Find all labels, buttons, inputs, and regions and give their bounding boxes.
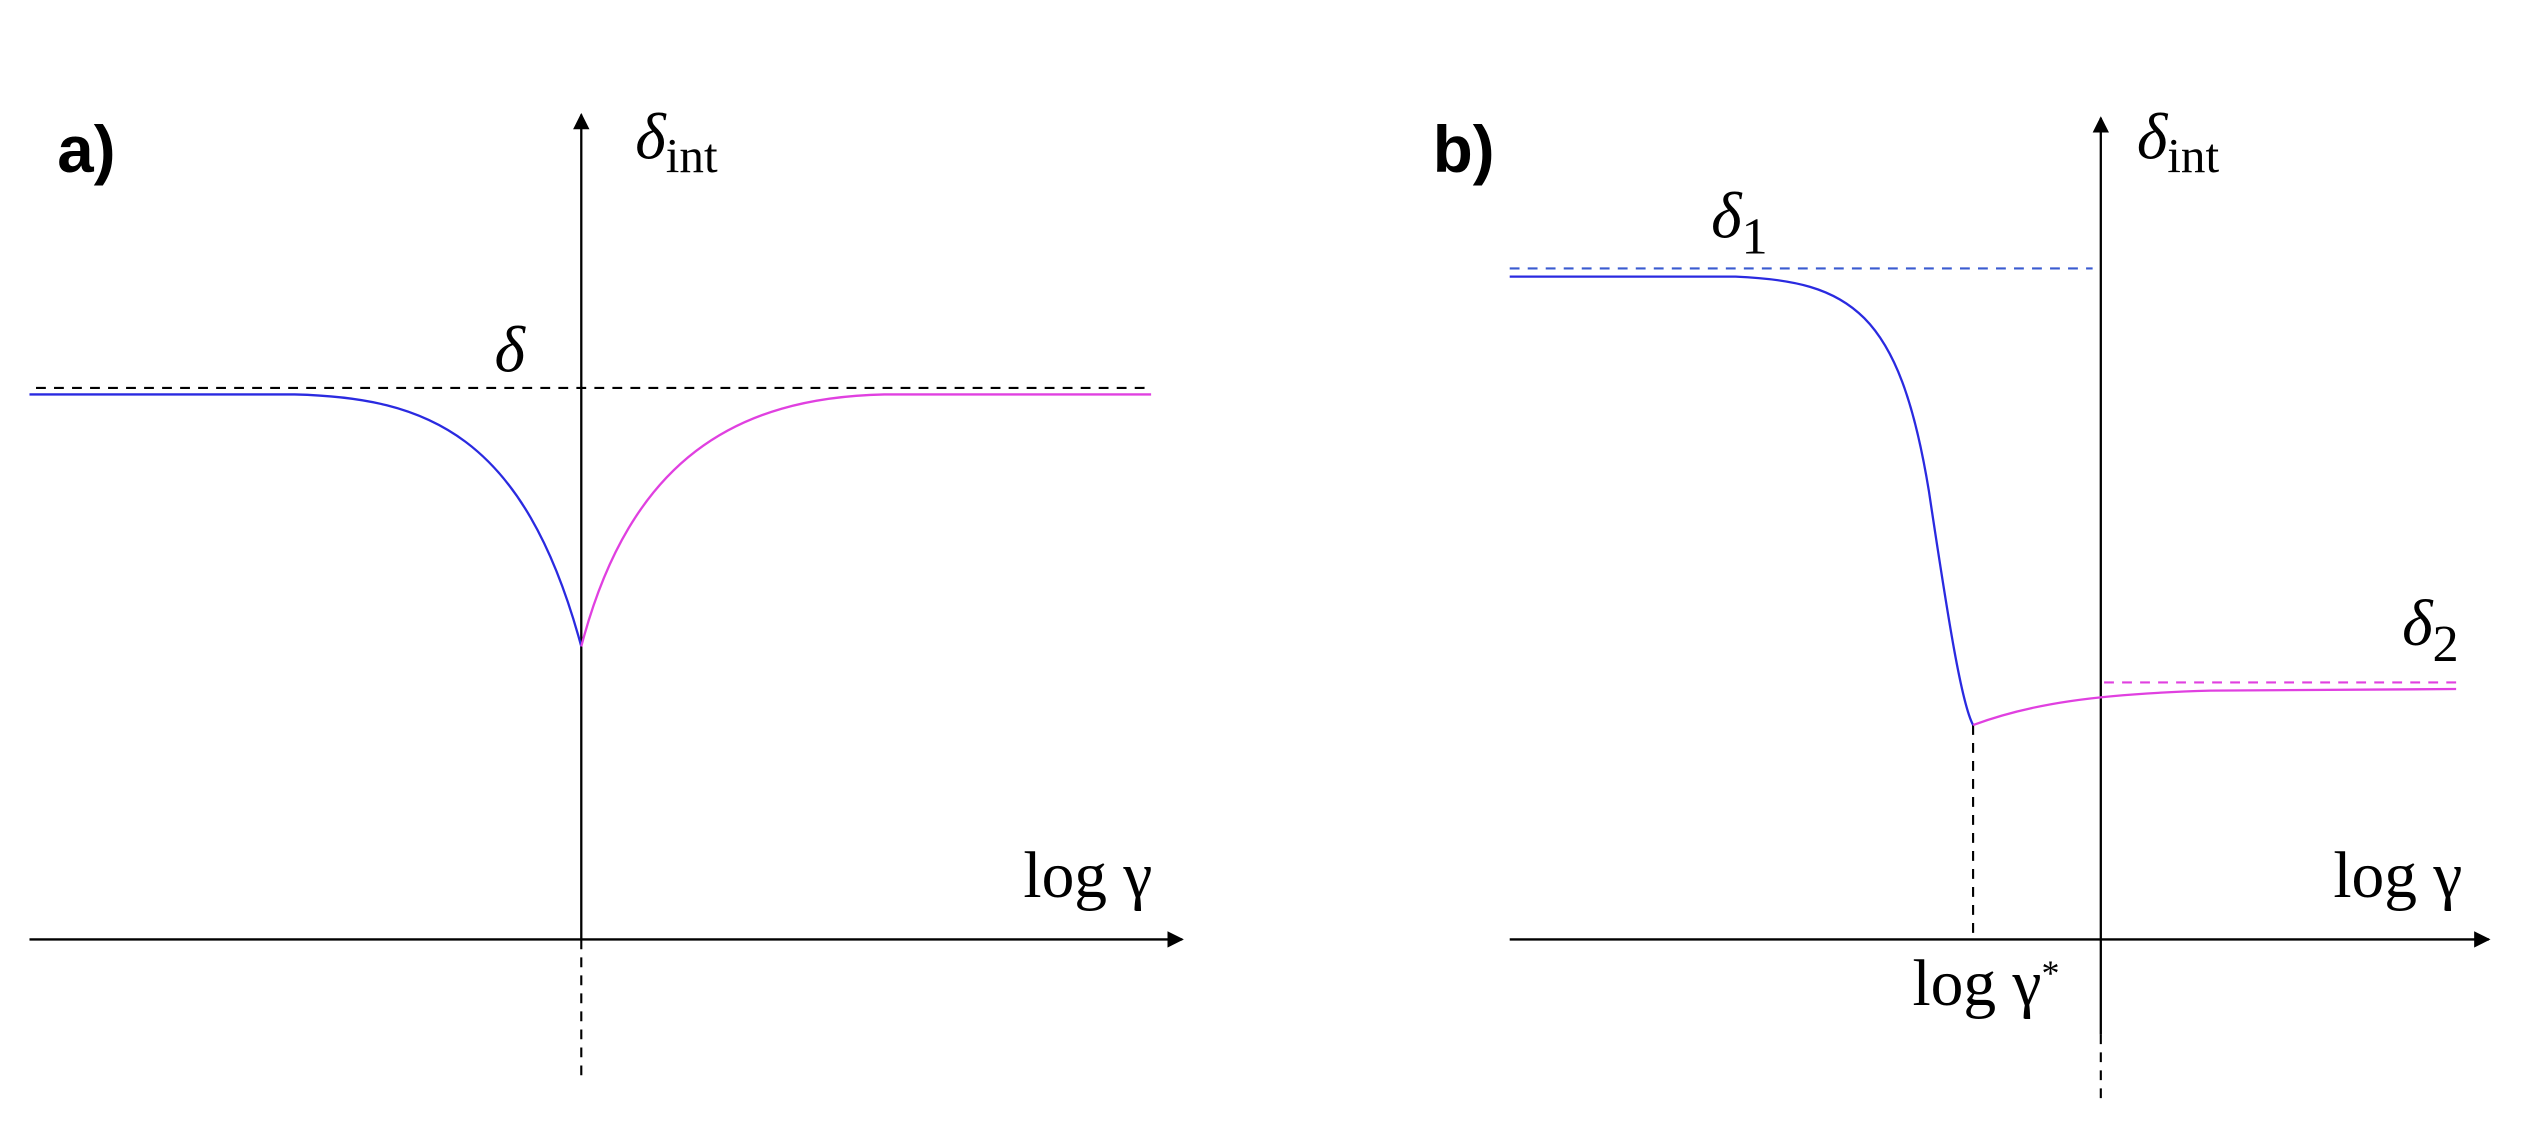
superscript: * [2042, 953, 2060, 993]
subscript: int [666, 128, 718, 183]
text: log γ [1913, 948, 2042, 1020]
symbol: δ [2402, 588, 2434, 660]
level-label-2: δ2 [2402, 588, 2459, 673]
subscript: 1 [1742, 208, 1768, 266]
level-label: δ [495, 315, 527, 387]
y-axis-label: δint [635, 102, 718, 183]
subscript: 2 [2433, 615, 2459, 673]
symbol: δ [1711, 180, 1743, 252]
panel-label: b) [1433, 113, 1495, 186]
right-curve [580, 393, 1152, 647]
level-label-1: δ1 [1711, 180, 1768, 265]
threshold-label: log γ* [1913, 948, 2060, 1020]
symbol: δ [635, 102, 667, 174]
right-curve [1972, 687, 2457, 727]
subscript: int [2167, 128, 2219, 183]
symbol: δ [2137, 102, 2169, 174]
left-curve [29, 393, 583, 647]
panel-b: b) δint δ1 δ2 log γ log γ* [1433, 102, 2491, 1104]
x-axis-label: log γ [1023, 840, 1152, 912]
panel-a: a) δint δ log γ [29, 102, 1184, 1084]
left-curve [1509, 275, 1975, 726]
x-axis-label: log γ [2333, 840, 2462, 912]
y-axis-label: δint [2137, 102, 2220, 183]
panel-label: a) [57, 113, 115, 186]
